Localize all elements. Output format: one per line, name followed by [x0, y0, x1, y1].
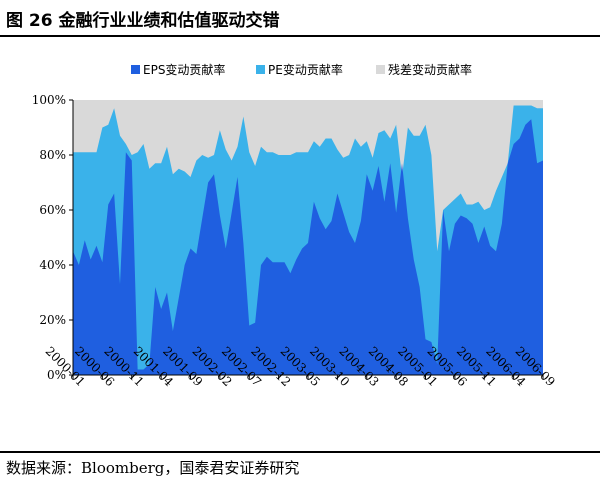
- y-tick-label: 40%: [39, 258, 66, 272]
- source-rule: [0, 451, 600, 453]
- y-tick-label: 0%: [47, 368, 66, 382]
- area-eps: [73, 119, 543, 375]
- legend-swatch-pe: [256, 65, 265, 74]
- legend-label-pe: PE变动贡献率: [268, 62, 343, 77]
- legend-swatch-eps: [131, 65, 140, 74]
- figure-title: 图 26 金融行业业绩和估值驱动交错: [6, 11, 280, 31]
- y-tick-label: 60%: [39, 203, 66, 217]
- plot-area: [73, 100, 543, 375]
- y-axis: 0% 20% 40% 60% 80% 100%: [32, 93, 74, 382]
- legend-label-resid: 残差变动贡献率: [388, 62, 472, 77]
- source-note: 数据来源：Bloomberg，国泰君安证券研究: [6, 459, 300, 477]
- y-tick-label: 20%: [39, 313, 66, 327]
- legend: EPS变动贡献率 PE变动贡献率 残差变动贡献率: [131, 62, 472, 77]
- title-rule: [0, 35, 600, 37]
- y-tick-label: 80%: [39, 148, 66, 162]
- y-tick-label: 100%: [32, 93, 66, 107]
- legend-swatch-resid: [376, 65, 385, 74]
- legend-label-eps: EPS变动贡献率: [143, 62, 225, 77]
